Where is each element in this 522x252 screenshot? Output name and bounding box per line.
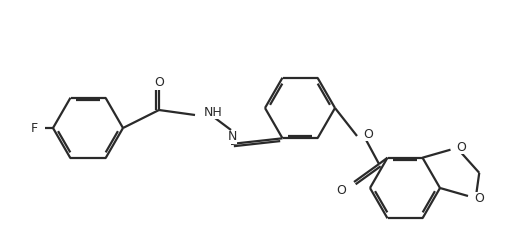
Text: NH: NH [204,106,223,118]
Text: O: O [457,141,466,154]
Text: O: O [474,192,484,205]
Text: O: O [154,76,164,88]
Text: O: O [363,128,373,141]
Text: F: F [31,121,38,135]
Text: N: N [228,131,238,143]
Text: O: O [336,183,346,197]
